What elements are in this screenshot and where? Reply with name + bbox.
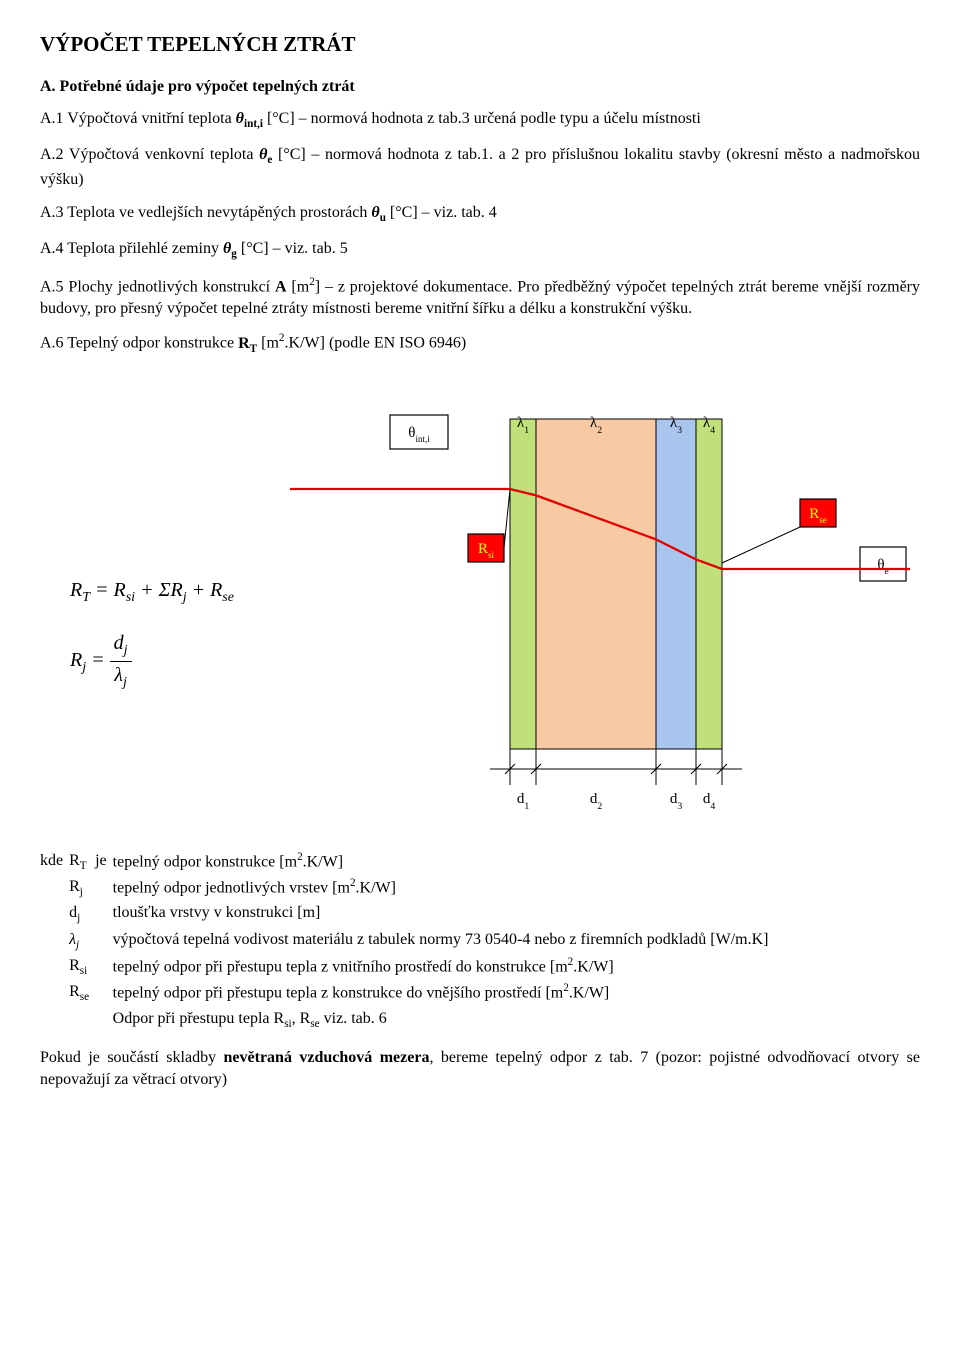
para-a4: A.4 Teplota přilehlé zeminy θg [°C] – vi… <box>40 238 920 262</box>
formula-rt: RT = Rsi + ΣRj + Rse <box>70 577 234 608</box>
svg-text:d1: d1 <box>517 791 530 812</box>
para-a2: A.2 Výpočtová venkovní teplota θe [°C] –… <box>40 144 920 190</box>
svg-text:d2: d2 <box>590 791 603 812</box>
symbol-definitions: kdeRTjetepelný odpor konstrukce [m2.K/W]… <box>40 849 774 1033</box>
wall-diagram: λ1λ2λ3λ4d1d2d3d4θint,iθeRsiRse RT = Rsi … <box>40 369 920 829</box>
svg-text:d4: d4 <box>703 791 716 812</box>
page-title: VÝPOČET TEPELNÝCH ZTRÁT <box>40 30 920 58</box>
para-last: Pokud je součástí skladby nevětraná vzdu… <box>40 1047 920 1090</box>
formula-rj: Rj = dj λj <box>70 630 234 693</box>
para-a5: A.5 Plochy jednotlivých konstrukcí A [m2… <box>40 275 920 320</box>
section-a-heading: A. Potřebné údaje pro výpočet tepelných … <box>40 76 920 98</box>
para-a6: A.6 Tepelný odpor konstrukce RT [m2.K/W]… <box>40 331 920 357</box>
para-a1: A.1 Výpočtová vnitřní teplota θint,i [°C… <box>40 108 920 132</box>
para-a3: A.3 Teplota ve vedlejších nevytápěných p… <box>40 202 920 226</box>
svg-text:d3: d3 <box>670 791 683 812</box>
